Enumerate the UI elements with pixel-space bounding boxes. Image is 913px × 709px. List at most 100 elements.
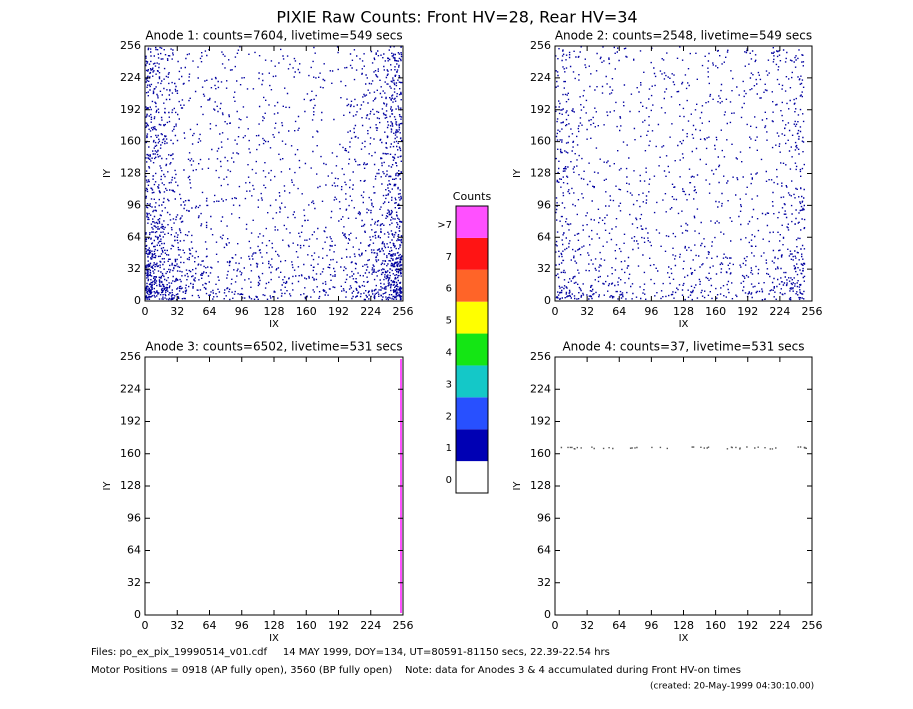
colorbar-swatch — [456, 269, 488, 302]
x-tick-label: 64 — [612, 305, 626, 318]
x-axis-label: IX — [269, 633, 279, 644]
y-tick-label: 224 — [530, 71, 551, 84]
colorbar-swatch — [456, 429, 488, 462]
colorbar-label: 5 — [446, 316, 452, 327]
x-tick-label: 96 — [235, 619, 249, 632]
x-tick-label: 160 — [705, 619, 726, 632]
plot-frame — [554, 356, 813, 616]
colorbar-title: Counts — [453, 190, 492, 203]
colorbar-swatch — [456, 237, 488, 270]
footer-files: Files: po_ex_pix_19990514_v01.cdf 14 MAY… — [91, 647, 610, 658]
x-tick-label: 0 — [142, 305, 149, 318]
colorbar-label: 7 — [446, 252, 452, 263]
colorbar-label: 6 — [446, 284, 452, 295]
y-tick-label: 256 — [120, 350, 141, 363]
y-tick-label: 256 — [120, 39, 141, 52]
x-tick-label: 192 — [328, 619, 349, 632]
colorbar-swatch — [456, 365, 488, 398]
panel: Anode 3: counts=6502, livetime=531 secs 0… — [102, 340, 414, 645]
y-tick-label: 64 — [537, 544, 551, 557]
x-tick-label: 192 — [737, 305, 758, 318]
y-tick-label: 160 — [120, 447, 141, 460]
x-tick-label: 64 — [203, 619, 217, 632]
y-tick-label: 32 — [127, 576, 141, 589]
figure-title: PIXIE Raw Counts: Front HV=28, Rear HV=3… — [276, 8, 637, 27]
y-tick-label: 96 — [127, 198, 141, 211]
panel-title: Anode 2: counts=2548, livetime=549 secs — [555, 29, 812, 43]
x-tick-label: 160 — [296, 305, 317, 318]
y-tick-label: 96 — [537, 511, 551, 524]
colorbar-label: 3 — [446, 379, 452, 390]
y-tick-label: 192 — [530, 103, 551, 116]
x-tick-label: 224 — [360, 619, 381, 632]
x-tick-label: 224 — [360, 305, 381, 318]
y-tick-label: 64 — [127, 230, 141, 243]
y-tick-label: 256 — [530, 39, 551, 52]
y-tick-label: 128 — [530, 167, 551, 180]
y-tick-label: 192 — [530, 415, 551, 428]
y-tick-label: 160 — [530, 447, 551, 460]
y-tick-label: 0 — [544, 294, 551, 307]
y-axis-label: IY — [102, 168, 113, 178]
x-tick-label: 96 — [644, 305, 658, 318]
x-tick-label: 0 — [142, 619, 149, 632]
x-tick-label: 128 — [264, 619, 285, 632]
x-tick-label: 256 — [802, 305, 823, 318]
colorbar-swatch — [456, 461, 488, 493]
footer-created: (created: 20-May-1999 04:30:10.00) — [650, 682, 814, 692]
y-tick-label: 160 — [530, 135, 551, 148]
colorbar-swatch — [456, 301, 488, 334]
x-axis-label: IX — [679, 633, 689, 644]
y-tick-label: 32 — [537, 576, 551, 589]
x-tick-label: 32 — [580, 305, 594, 318]
panel: Anode 2: counts=2548, livetime=549 secs 0… — [512, 29, 823, 331]
y-tick-label: 224 — [120, 382, 141, 395]
x-tick-label: 256 — [393, 305, 414, 318]
x-tick-label: 256 — [393, 619, 414, 632]
y-tick-label: 64 — [537, 230, 551, 243]
y-tick-label: 96 — [127, 511, 141, 524]
x-tick-label: 128 — [264, 305, 285, 318]
x-tick-label: 160 — [705, 305, 726, 318]
colorbar-frame — [455, 205, 489, 494]
count-pixels — [555, 46, 806, 301]
y-tick-label: 32 — [127, 262, 141, 275]
panel-title: Anode 1: counts=7604, livetime=549 secs — [145, 29, 402, 43]
panel: Anode 4: counts=37, livetime=531 secs 0 32… — [512, 340, 823, 645]
count-pixels — [145, 46, 403, 301]
y-tick-label: 96 — [537, 198, 551, 211]
x-axis-label: IX — [679, 319, 689, 330]
x-tick-label: 0 — [552, 305, 559, 318]
colorbar-swatch — [456, 333, 488, 366]
y-tick-label: 192 — [120, 415, 141, 428]
y-axis-label: IY — [102, 481, 113, 491]
x-tick-label: 32 — [170, 305, 184, 318]
x-tick-label: 160 — [296, 619, 317, 632]
x-tick-label: 192 — [328, 305, 349, 318]
colorbar-label: 1 — [446, 443, 452, 454]
x-tick-label: 32 — [170, 619, 184, 632]
count-pixels — [560, 446, 807, 450]
x-tick-label: 256 — [802, 619, 823, 632]
x-tick-label: 128 — [673, 619, 694, 632]
x-tick-label: 224 — [769, 619, 790, 632]
y-axis-label: IY — [512, 168, 523, 178]
colorbar-swatch — [456, 397, 488, 430]
y-tick-label: 128 — [120, 167, 141, 180]
x-tick-label: 192 — [737, 619, 758, 632]
y-tick-label: 32 — [537, 262, 551, 275]
y-axis-label: IY — [512, 481, 523, 491]
y-tick-label: 0 — [544, 608, 551, 621]
y-tick-label: 224 — [120, 71, 141, 84]
x-tick-label: 64 — [612, 619, 626, 632]
y-tick-label: 192 — [120, 103, 141, 116]
x-tick-label: 96 — [644, 619, 658, 632]
panel: Anode 1: counts=7604, livetime=549 secs 0… — [102, 29, 414, 331]
panel-title: Anode 3: counts=6502, livetime=531 secs — [145, 340, 402, 354]
x-tick-label: 128 — [673, 305, 694, 318]
x-tick-label: 224 — [769, 305, 790, 318]
plot-frame — [144, 356, 404, 616]
y-tick-label: 160 — [120, 135, 141, 148]
